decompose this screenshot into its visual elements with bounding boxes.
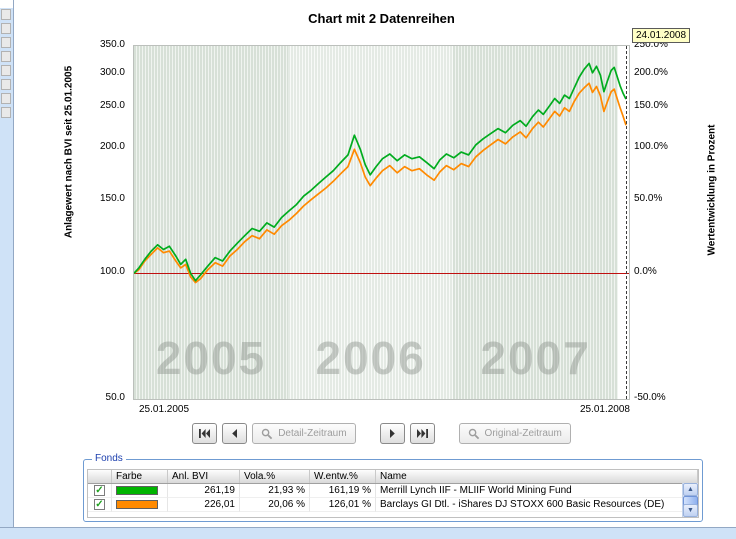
chart-toolbar: Detail-Zeitraum Original-Zeitraum xyxy=(133,423,630,444)
year-band xyxy=(618,46,629,399)
left-tick-label: 100.0 xyxy=(99,266,125,277)
right-tick-label: 200.0% xyxy=(634,67,668,78)
background-toolbar-button xyxy=(1,93,11,104)
detail-zeitraum-button[interactable]: Detail-Zeitraum xyxy=(252,423,356,444)
table-header-row: Farbe Anl. BVI Vola.% W.entw.% Name xyxy=(88,470,698,484)
series-line xyxy=(134,82,627,284)
checkbox-cell xyxy=(88,484,112,498)
baseline-100-line xyxy=(134,273,629,275)
checkbox-cell xyxy=(88,498,112,512)
left-tick-label: 200.0 xyxy=(99,141,125,152)
right-tick-label: 100.0% xyxy=(634,141,668,152)
detail-zeitraum-label: Detail-Zeitraum xyxy=(278,428,347,439)
skip-back-button[interactable] xyxy=(192,423,218,444)
right-axis-title: Wertentwicklung in Prozent xyxy=(706,124,718,256)
year-band xyxy=(134,46,289,399)
right-tick-label: 150.0% xyxy=(634,100,668,111)
left-tick-label: 350.0 xyxy=(99,39,125,50)
right-tick-label: 50.0% xyxy=(634,193,663,204)
x-axis-start-label: 25.01.2005 xyxy=(139,404,190,415)
fund-checkbox[interactable] xyxy=(94,499,105,510)
step-forward-icon xyxy=(389,429,396,438)
left-tick-label: 150.0 xyxy=(99,193,125,204)
page-title: Chart mit 2 Datenreihen xyxy=(308,11,455,26)
wentw-value: 126,01 % xyxy=(310,498,376,512)
year-watermark: 2006 xyxy=(315,332,426,384)
magnifier-icon xyxy=(468,428,480,440)
column-header-farbe[interactable]: Farbe xyxy=(112,470,168,483)
vola-value: 20,06 % xyxy=(240,498,310,512)
background-toolbar-button xyxy=(1,79,11,90)
fund-checkbox[interactable] xyxy=(94,485,105,496)
anl-bvi-value: 261,19 xyxy=(168,484,240,498)
vola-value: 21,93 % xyxy=(240,484,310,498)
skip-forward-icon xyxy=(416,429,428,438)
cursor-date-label: 24.01.2008 xyxy=(632,28,691,43)
year-watermark: 2005 xyxy=(155,332,267,384)
background-toolbar-button xyxy=(1,65,11,76)
color-cell xyxy=(112,484,168,498)
scroll-down-button[interactable] xyxy=(683,504,698,517)
table-row[interactable]: 226,01 20,06 % 126,01 % Barclays GI Dtl.… xyxy=(88,498,698,512)
original-zeitraum-label: Original-Zeitraum xyxy=(484,428,562,439)
column-header-vola[interactable]: Vola.% xyxy=(240,470,310,483)
wentw-value: 161,19 % xyxy=(310,484,376,498)
right-tick-label: 0.0% xyxy=(634,266,657,277)
background-toolbar-button xyxy=(1,107,11,118)
funds-table: Farbe Anl. BVI Vola.% W.entw.% Name 261,… xyxy=(87,469,699,518)
fund-color-swatch xyxy=(116,486,158,495)
left-tick-label: 250.0 xyxy=(99,100,125,111)
series-lines xyxy=(134,62,627,284)
skip-forward-button[interactable] xyxy=(409,423,435,444)
magnifier-icon xyxy=(261,428,273,440)
right-tick-label: -50.0% xyxy=(634,392,666,403)
left-axis-title: Anlagewert nach BVI seit 25.01.2005 xyxy=(63,65,75,239)
column-header-anl-bvi[interactable]: Anl. BVI xyxy=(168,470,240,483)
background-toolbar-button xyxy=(1,23,11,34)
column-header-wentw[interactable]: W.entw.% xyxy=(310,470,376,483)
background-toolbar-button xyxy=(1,9,11,20)
date-cursor-line[interactable] xyxy=(626,46,627,399)
year-band xyxy=(288,46,454,399)
fund-color-swatch xyxy=(116,500,158,509)
fonds-groupbox-label: Fonds xyxy=(92,453,126,464)
anl-bvi-value: 226,01 xyxy=(168,498,240,512)
fund-name: Barclays GI Dtl. - iShares DJ STOXX 600 … xyxy=(376,498,698,512)
background-window-rail xyxy=(0,0,14,539)
original-zeitraum-button[interactable]: Original-Zeitraum xyxy=(458,423,571,444)
right-axis-ticks: 250.0% 200.0% 150.0% 100.0% 50.0% 0.0% -50.0% xyxy=(634,39,690,403)
skip-back-icon xyxy=(199,429,211,438)
x-axis-end-label: 25.01.2008 xyxy=(579,404,630,415)
scroll-up-button[interactable] xyxy=(683,483,698,496)
chart-plot-area[interactable]: 2005 2006 2007 xyxy=(133,45,630,400)
column-header-name[interactable]: Name xyxy=(376,470,698,483)
step-forward-button[interactable] xyxy=(379,423,405,444)
background-window-statusband xyxy=(0,527,736,539)
color-cell xyxy=(112,498,168,512)
step-back-icon xyxy=(231,429,238,438)
year-band xyxy=(453,46,619,399)
step-back-button[interactable] xyxy=(222,423,248,444)
left-tick-label: 300.0 xyxy=(99,67,125,78)
left-axis-ticks: 350.0 300.0 250.0 200.0 150.0 100.0 50.0 xyxy=(82,39,129,403)
series-line xyxy=(134,62,627,282)
background-toolbar-button xyxy=(1,51,11,62)
table-scrollbar[interactable] xyxy=(682,483,698,517)
left-tick-label: 50.0 xyxy=(105,392,125,403)
fund-name: Merrill Lynch IIF - MLIIF World Mining F… xyxy=(376,484,698,498)
table-row[interactable]: 261,19 21,93 % 161,19 % Merrill Lynch II… xyxy=(88,484,698,498)
background-window-corner xyxy=(0,0,13,8)
column-header-checkbox[interactable] xyxy=(88,470,112,483)
fonds-groupbox: Fonds Farbe Anl. BVI Vola.% W.entw.% Nam… xyxy=(83,453,703,522)
year-watermark: 2007 xyxy=(480,332,591,384)
right-tick-label: 250.0% xyxy=(634,39,668,50)
background-toolbar-button xyxy=(1,37,11,48)
